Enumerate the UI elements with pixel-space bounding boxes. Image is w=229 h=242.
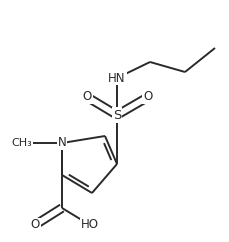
Text: CH₃: CH₃ [11, 138, 32, 148]
Text: HN: HN [108, 71, 125, 84]
Text: O: O [82, 91, 91, 104]
Text: O: O [143, 91, 152, 104]
Text: HO: HO [81, 219, 98, 232]
Text: O: O [30, 219, 39, 232]
Text: N: N [57, 136, 66, 150]
Text: S: S [112, 108, 121, 121]
